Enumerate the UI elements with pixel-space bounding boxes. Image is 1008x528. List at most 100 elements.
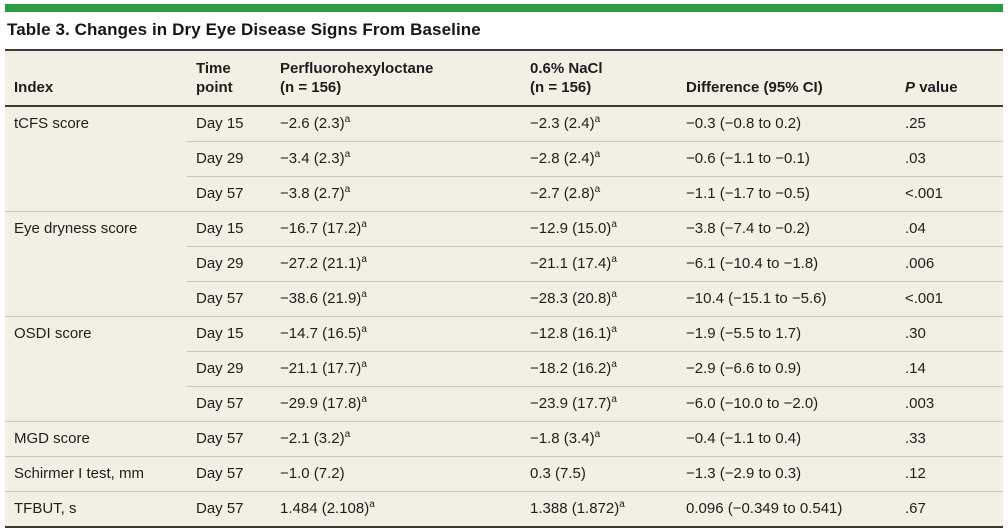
table-row: Day 57 −38.6 (21.9)a −28.3 (20.8)a −10.4… bbox=[5, 281, 1003, 317]
table-row: Day 29 −3.4 (2.3)a −2.8 (2.4)a −0.6 (−1.… bbox=[5, 141, 1003, 177]
nacl-value: 0.3 (7.5) bbox=[530, 465, 586, 482]
cell-pvalue: .33 bbox=[896, 421, 1003, 457]
cell-difference: −0.4 (−1.1 to 0.4) bbox=[677, 421, 896, 457]
cell-difference: −1.3 (−2.9 to 0.3) bbox=[677, 456, 896, 492]
pfho-value: −38.6 (21.9) bbox=[280, 290, 362, 307]
footnote-marker: a bbox=[594, 149, 601, 160]
nacl-value: −28.3 (20.8) bbox=[530, 290, 612, 307]
footnote-marker: a bbox=[361, 359, 368, 370]
column-label: (n = 156) bbox=[530, 79, 592, 96]
cell-timepoint: Day 15 bbox=[187, 211, 271, 247]
pvalue: .12 bbox=[905, 465, 926, 482]
nacl-value: −2.3 (2.4) bbox=[530, 115, 595, 132]
column-label: 0.6% NaCl bbox=[530, 60, 603, 77]
footnote-marker: a bbox=[611, 359, 618, 370]
pfho-value: −2.1 (3.2) bbox=[280, 430, 345, 447]
timepoint-label: Day 29 bbox=[196, 150, 244, 167]
pfho-value: −16.7 (17.2) bbox=[280, 220, 362, 237]
pfho-value: −27.2 (21.1) bbox=[280, 255, 362, 272]
table-row: Day 29 −21.1 (17.7)a −18.2 (16.2)a −2.9 … bbox=[5, 351, 1003, 387]
cell-pfho-value: −38.6 (21.9)a bbox=[271, 281, 521, 317]
cell-difference: −1.9 (−5.5 to 1.7) bbox=[677, 316, 896, 352]
cell-timepoint: Day 57 bbox=[187, 421, 271, 457]
cell-pvalue: .14 bbox=[896, 351, 1003, 387]
column-label: point bbox=[196, 79, 233, 96]
nacl-value: −21.1 (17.4) bbox=[530, 255, 612, 272]
timepoint-label: Day 29 bbox=[196, 255, 244, 272]
timepoint-label: Day 15 bbox=[196, 325, 244, 342]
cell-pfho-value: 1.484 (2.108)a bbox=[271, 491, 521, 527]
header-row: Index Time point Perfluorohexyloctane (n… bbox=[5, 50, 1003, 106]
cell-timepoint: Day 57 bbox=[187, 176, 271, 212]
column-header-difference: Difference (95% CI) bbox=[677, 50, 896, 106]
pvalue: .003 bbox=[905, 395, 935, 412]
cell-pvalue: .67 bbox=[896, 491, 1003, 527]
cell-pvalue: .25 bbox=[896, 106, 1003, 142]
cell-nacl-value: −21.1 (17.4)a bbox=[521, 246, 677, 282]
cell-difference: 0.096 (−0.349 to 0.541) bbox=[677, 491, 896, 527]
pvalue: .25 bbox=[905, 115, 926, 132]
footnote-marker: a bbox=[361, 324, 368, 335]
nacl-value: −18.2 (16.2) bbox=[530, 360, 612, 377]
pfho-value: −2.6 (2.3) bbox=[280, 115, 345, 132]
table-row: Day 29 −27.2 (21.1)a −21.1 (17.4)a −6.1 … bbox=[5, 246, 1003, 282]
difference-value: −1.9 (−5.5 to 1.7) bbox=[686, 325, 802, 342]
pfho-value: −29.9 (17.8) bbox=[280, 395, 362, 412]
timepoint-label: Day 15 bbox=[196, 220, 244, 237]
table-title: Table 3. Changes in Dry Eye Disease Sign… bbox=[7, 20, 481, 39]
cell-index bbox=[5, 177, 187, 212]
footnote-marker: a bbox=[344, 184, 351, 195]
table-row: Day 57 −3.8 (2.7)a −2.7 (2.8)a −1.1 (−1.… bbox=[5, 176, 1003, 212]
cell-timepoint: Day 15 bbox=[187, 316, 271, 352]
pfho-value: −14.7 (16.5) bbox=[280, 325, 362, 342]
footnote-marker: a bbox=[611, 254, 618, 265]
table-row: Day 57 −29.9 (17.8)a −23.9 (17.7)a −6.0 … bbox=[5, 386, 1003, 422]
nacl-value: −23.9 (17.7) bbox=[530, 395, 612, 412]
timepoint-label: Day 57 bbox=[196, 290, 244, 307]
footnote-marker: a bbox=[344, 149, 351, 160]
nacl-value: −12.8 (16.1) bbox=[530, 325, 612, 342]
cell-timepoint: Day 29 bbox=[187, 351, 271, 387]
cell-index bbox=[5, 282, 187, 317]
cell-pfho-value: −27.2 (21.1)a bbox=[271, 246, 521, 282]
cell-pfho-value: −3.8 (2.7)a bbox=[271, 176, 521, 212]
footnote-marker: a bbox=[361, 394, 368, 405]
column-label: Time bbox=[196, 60, 231, 77]
timepoint-label: Day 57 bbox=[196, 185, 244, 202]
cell-nacl-value: −2.3 (2.4)a bbox=[521, 106, 677, 142]
cell-nacl-value: −2.7 (2.8)a bbox=[521, 176, 677, 212]
cell-pfho-value: −2.6 (2.3)a bbox=[271, 106, 521, 142]
cell-difference: −0.6 (−1.1 to −0.1) bbox=[677, 141, 896, 177]
index-label: tCFS score bbox=[14, 115, 90, 132]
footnote-marker: a bbox=[594, 184, 601, 195]
footnote-marker: a bbox=[611, 219, 618, 230]
difference-value: −0.4 (−1.1 to 0.4) bbox=[686, 430, 802, 447]
cell-pvalue: .003 bbox=[896, 386, 1003, 422]
cell-index: OSDI score bbox=[5, 316, 187, 352]
difference-value: −3.8 (−7.4 to −0.2) bbox=[686, 220, 810, 237]
footnote-marker: a bbox=[344, 429, 351, 440]
accent-bar bbox=[5, 4, 1003, 12]
pvalue: .03 bbox=[905, 150, 926, 167]
footnote-marker: a bbox=[619, 499, 625, 510]
table-row: OSDI score Day 15 −14.7 (16.5)a −12.8 (1… bbox=[5, 316, 1003, 352]
footnote-marker: a bbox=[361, 219, 368, 230]
cell-pfho-value: −1.0 (7.2) bbox=[271, 456, 521, 492]
difference-value: −1.3 (−2.9 to 0.3) bbox=[686, 465, 802, 482]
cell-difference: −10.4 (−15.1 to −5.6) bbox=[677, 281, 896, 317]
cell-nacl-value: −18.2 (16.2)a bbox=[521, 351, 677, 387]
pvalue: .33 bbox=[905, 430, 926, 447]
nacl-value: 1.388 (1.872) bbox=[530, 500, 620, 517]
column-label: Difference (95% CI) bbox=[686, 79, 823, 96]
table-row: TFBUT, s Day 57 1.484 (2.108)a 1.388 (1.… bbox=[5, 491, 1003, 527]
pfho-value: −3.4 (2.3) bbox=[280, 150, 345, 167]
cell-index bbox=[5, 142, 187, 177]
pfho-value: −3.8 (2.7) bbox=[280, 185, 345, 202]
difference-value: 0.096 (−0.349 to 0.541) bbox=[686, 500, 843, 517]
cell-pvalue: .04 bbox=[896, 211, 1003, 247]
pfho-value: 1.484 (2.108) bbox=[280, 500, 370, 517]
cell-pfho-value: −14.7 (16.5)a bbox=[271, 316, 521, 352]
timepoint-label: Day 57 bbox=[196, 465, 244, 482]
cell-timepoint: Day 57 bbox=[187, 386, 271, 422]
timepoint-label: Day 29 bbox=[196, 360, 244, 377]
